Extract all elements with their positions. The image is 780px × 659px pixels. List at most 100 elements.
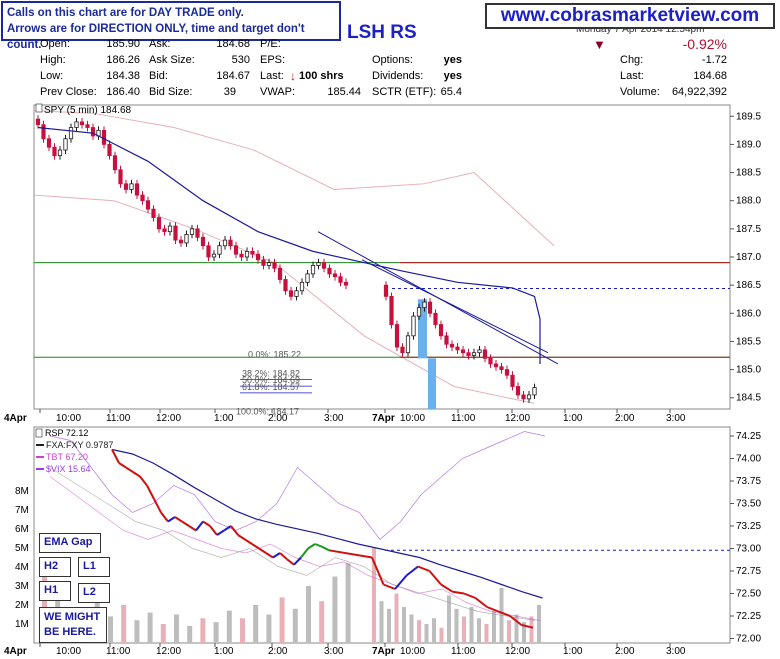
last-label: Last: [260,70,284,82]
rsp-price-segment [139,475,148,487]
spy-candle [112,155,118,171]
ema-gap-label: EMA Gap [39,533,101,553]
rsp-ytick-label: 72.25 [736,611,761,622]
spy-chart-title: SPY (5 min) 184.68 [44,105,132,116]
rsp-volume-bar [345,563,351,643]
rsp-xtick-label: 7Apr [372,646,395,657]
rsp-volume-bar [409,614,414,643]
disclaimer-line-2: Arrows are for DIRECTION ONLY, time and … [7,23,305,51]
rsp-volume-bar [469,606,474,643]
ticker-label: LSH RS [347,22,417,43]
rsp-price-segment [237,534,246,541]
rsp-price-segment [371,557,385,585]
spy-candle [239,253,244,258]
spy-candle [151,208,156,218]
rsp-volume-tick-label: 8M [15,486,29,497]
spy-candle [294,290,299,297]
rsp-price-segment [394,574,408,590]
spy-ytick-label: 186.5 [736,280,761,291]
volume-value: 64,922,392 [671,86,727,98]
rsp-volume-bar [200,618,206,643]
spy-candle [422,301,427,309]
spy-ytick-label: 187.5 [736,224,761,235]
rsp-price-segment [328,549,373,559]
rsp-volume-tick-label: 2M [15,600,29,611]
spy-xtick-label: 10:00 [56,413,81,424]
bid-value: 184.67 [216,70,250,82]
spy-candle [145,200,151,210]
spy-candle [283,279,288,292]
rsp-volume-bar [292,608,298,643]
spy-candle [532,387,537,396]
spy-candle [244,250,250,258]
spy-highlight-bar [418,299,427,359]
down-triangle-icon: ▼ [593,37,606,52]
spy-candle [477,349,482,354]
rsp-volume-bar [477,618,481,643]
rsp-price-segment [160,511,169,523]
spy-candle [217,245,222,255]
rsp-price-segment [174,516,183,523]
rsp-volume-bar [121,605,127,643]
rsp-price-segment [428,570,442,586]
rsp-xtick-label: 4Apr [4,646,27,657]
rsp-xtick-label: 1:00 [214,646,234,657]
rsp-ytick-label: 74.25 [736,431,761,442]
asksize-value: 530 [231,54,250,66]
spy-candle [57,149,63,157]
spy-candle [460,349,466,354]
rsp-xtick-label: 10:00 [56,646,81,657]
spy-candle [250,250,255,255]
rsp-volume-bar [279,597,285,643]
spy-candle [321,262,327,269]
ask-label: Ask: [149,38,171,50]
rsp-volume-tick-label: 1M [15,619,29,630]
rsp-volume-bar [240,618,245,643]
sctr-label: SCTR (ETF): [372,86,437,98]
rsp-price-segment [188,525,197,532]
spy-candle [101,129,107,145]
rsp-price-segment [383,583,396,590]
spy-candle [167,225,173,233]
disclaimer-line-1: Calls on this chart are for DAY TRADE on… [7,7,244,19]
rsp-volume-bar [226,610,232,643]
spy-candle [272,262,277,269]
spy-ytick-label: 185.0 [736,365,761,376]
rsp-legend-label: FXA:FXY 0.9787 [46,440,113,450]
spy-xtick-label: 1:00 [214,413,234,424]
l2-label: L2 [78,583,110,603]
spy-fib-label: 61.8%: 184.57 [242,382,300,392]
rsp-price-segment [474,597,488,608]
rsp-xtick-label: 11:00 [451,646,476,657]
rsp-price-segment [132,471,141,478]
spy-candle [162,228,167,233]
spy-candle [156,217,162,230]
spy-envelope-line [33,110,555,247]
spy-candle [411,315,416,337]
rsp-price-segment [153,498,162,513]
spy-highlight-bar [428,358,436,409]
spy-candle [438,324,444,337]
spy-candle [129,183,134,190]
spy-xtick-label: 12:00 [156,413,181,424]
rsp-volume-bar [402,606,406,643]
volume-label: Volume: [620,86,660,98]
rsp-tbt-line [49,476,541,621]
rsp-volume-bar [213,622,219,643]
spy-candle [504,369,510,376]
spy-candle [499,366,504,370]
h2-label: H2 [39,557,71,577]
spy-candle [327,267,332,275]
rsp-price-segment [279,552,288,561]
spy-candle [107,144,112,157]
open-value: 185.90 [106,38,140,50]
spy-ytick-label: 189.0 [736,139,761,150]
rsp-price-segment [258,547,267,554]
rsp-volume-bar [417,620,421,643]
rsp-price-segment [463,592,476,599]
spy-candle [277,267,283,280]
rsp-volume-bar [319,601,325,643]
spy-fib-label: 38.2%: 184.82 [242,368,300,378]
spy-plot-area [33,104,731,410]
rsp-volume-bar [253,605,259,643]
